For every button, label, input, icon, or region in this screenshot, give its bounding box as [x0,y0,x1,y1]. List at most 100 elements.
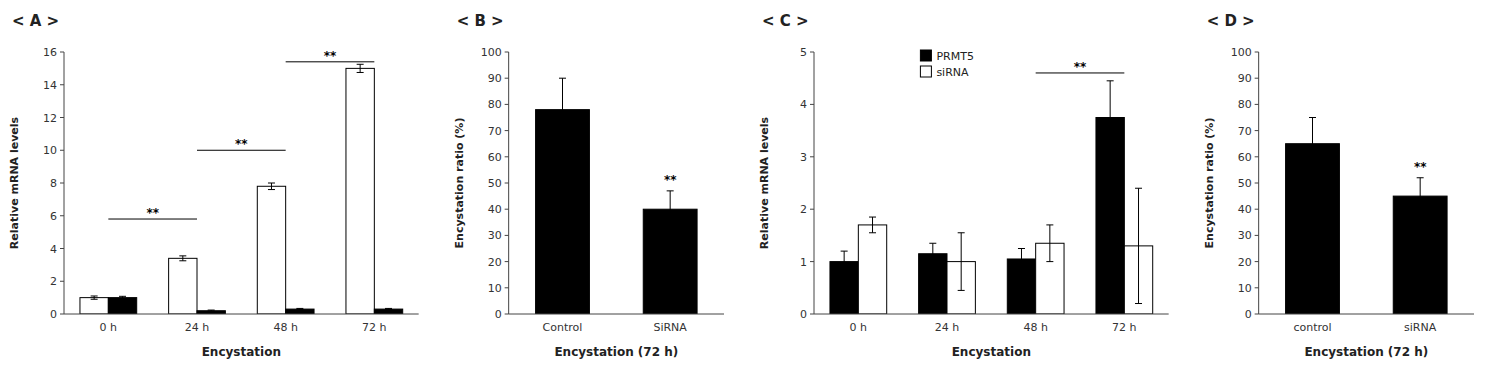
chart-root: < A >0246810121416Relative mRNA levels0 … [0,0,1486,391]
error-bar [208,310,215,311]
error-bar-line [932,243,933,264]
panel: < B >0102030405060708090100Encystation r… [453,12,724,359]
error-bar [1135,188,1142,303]
y-tick-label: 80 [488,98,502,111]
error-bar [667,191,674,228]
y-tick [60,183,64,184]
significance-label: ** [146,206,159,220]
x-tick-label: 48 h [1023,321,1047,334]
y-tick-label: 0 [1245,308,1252,321]
error-bar-cap [1018,248,1025,249]
error-bar-line [1110,81,1111,154]
bar [346,68,374,314]
y-axis-label: Relative mRNA levels [758,116,771,249]
y-tick [505,156,509,157]
error-bar-cap [559,141,566,142]
y-tick-label: 5 [800,46,807,59]
y-tick-label: 60 [1238,151,1252,164]
error-bar-cap [1309,117,1316,118]
y-tick-label: 10 [43,144,57,157]
x-axis-label: Encystation (72 h) [1304,345,1428,359]
y-tick [810,209,814,210]
error-bar-line [961,233,962,291]
y-tick [1255,52,1259,53]
y-tick [1255,314,1259,315]
panel-title: < A > [12,12,59,30]
y-tick-label: 8 [50,177,57,190]
y-tick [1255,287,1259,288]
y-tick [810,156,814,157]
y-tick-label: 16 [43,46,57,59]
error-bar [1309,118,1316,170]
y-tick-label: 70 [1238,125,1252,138]
y-tick [505,78,509,79]
error-bar [841,251,848,272]
y-tick-label: 10 [1238,282,1252,295]
error-bar-line [271,183,272,190]
x-tick-label: 24 h [185,321,209,334]
error-bar-line [872,217,873,233]
panel-title: < D > [1207,12,1255,30]
y-tick-label: 1 [800,256,807,269]
significance-label: ** [1414,160,1427,174]
error-bar [1107,81,1114,154]
y-tick-label: 14 [43,79,57,92]
y-axis-label: Relative mRNA levels [8,116,21,249]
legend: PRMT5 siRNA [920,50,974,79]
panel: < D >0102030405060708090100Encystation r… [1203,12,1474,359]
error-bar-cap [929,243,936,244]
y-tick [505,104,509,105]
error-bar-cap [179,260,186,261]
x-axis-line [64,314,419,315]
y-tick-label: 3 [800,151,807,164]
error-bar-line [1420,178,1421,215]
x-tick-label: 72 h [1112,321,1136,334]
y-tick [60,150,64,151]
error-bar-line [1049,225,1050,262]
error-bar-cap [667,190,674,191]
y-tick-label: 20 [488,256,502,269]
significance-label: ** [1074,60,1087,74]
x-axis-line [509,314,724,315]
y-tick [1255,209,1259,210]
legend-label: siRNA [936,66,969,79]
error-bar-cap [296,308,303,309]
legend-swatch [920,66,931,77]
y-tick-label: 90 [1238,72,1252,85]
y-tick [60,52,64,53]
error-bar-cap [119,298,126,299]
error-bar-cap [357,64,364,65]
error-bar [958,233,965,291]
x-axis-label: Encystation [202,345,281,359]
error-bar-cap [1018,269,1025,270]
error-bar [1018,249,1025,270]
error-bar-cap [91,295,98,296]
error-bar-line [1021,249,1022,270]
error-bar-cap [1107,80,1114,81]
error-bar [869,217,876,233]
y-tick [505,287,509,288]
y-tick [1255,156,1259,157]
x-tick-label: 0 h [850,321,867,334]
y-axis-label: Encystation ratio (%) [1203,118,1216,249]
bar [257,186,285,314]
y-tick-label: 50 [1238,177,1252,190]
x-tick-label: SiRNA [653,321,687,334]
error-bar-cap [208,310,215,311]
error-bar-line [1312,118,1313,170]
y-tick [810,104,814,105]
y-tick-label: 70 [488,125,502,138]
error-bar [268,183,275,190]
bar [858,225,886,314]
error-bar-cap [841,251,848,252]
error-bar [1046,225,1053,262]
y-axis-label: Encystation ratio (%) [453,118,466,249]
plot-marks [830,81,1153,314]
x-axis-line [1259,314,1474,315]
error-bar-cap [385,308,392,309]
y-tick-label: 2 [800,203,807,216]
y-tick [60,281,64,282]
significance-label: ** [235,137,248,151]
legend-label: PRMT5 [936,50,974,63]
error-bar-cap [958,290,965,291]
